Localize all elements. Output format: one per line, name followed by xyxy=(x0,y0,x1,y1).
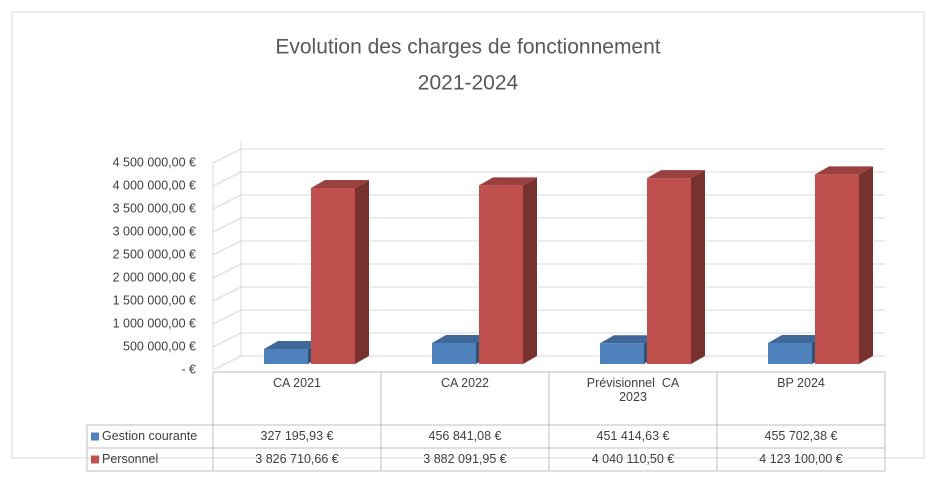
data-label: 455 702,38 € xyxy=(765,429,838,443)
grid-line xyxy=(212,148,242,164)
data-label: 3 882 091,95 € xyxy=(423,452,506,466)
grid-line xyxy=(212,263,242,279)
bar-top xyxy=(647,170,705,179)
bar-front xyxy=(479,185,523,364)
bar-side xyxy=(523,177,537,364)
bar-top xyxy=(815,166,873,175)
y-tick-label: 1 000 000,00 € xyxy=(113,316,196,330)
data-label: 456 841,08 € xyxy=(429,429,502,443)
data-label: 4 123 100,00 € xyxy=(759,452,842,466)
y-tick-label: 3 000 000,00 € xyxy=(113,224,196,238)
bar xyxy=(311,179,369,364)
grid-line xyxy=(212,240,242,256)
bar xyxy=(815,166,873,364)
bar xyxy=(479,177,537,364)
y-tick-label: 4 500 000,00 € xyxy=(113,155,196,169)
x-tick-label-box: Prévisionnel CA 2023 xyxy=(586,376,683,404)
chart-frame xyxy=(11,11,925,459)
grid-line xyxy=(212,171,242,187)
y-tick-label: 1 500 000,00 € xyxy=(113,293,196,307)
data-label: 327 195,93 € xyxy=(261,429,334,443)
bar-front xyxy=(768,343,812,364)
grid-line xyxy=(212,332,242,348)
grid-line xyxy=(212,217,242,233)
y-tick-label: 2 000 000,00 € xyxy=(113,270,196,284)
grid-line xyxy=(212,355,242,371)
grid-line xyxy=(212,286,242,302)
bar-side xyxy=(355,179,369,364)
grid-line xyxy=(212,194,242,210)
x-tick-label-box: CA 2021 xyxy=(273,376,321,390)
data-label: 3 826 710,66 € xyxy=(255,452,338,466)
bar-front xyxy=(647,178,691,364)
bar-top xyxy=(768,335,826,344)
bar-front xyxy=(600,343,644,364)
legend-key xyxy=(91,432,99,441)
x-tick-label: CA 2022 xyxy=(441,376,489,390)
bar-top xyxy=(264,340,322,349)
x-tick-label-box: BP 2024 xyxy=(777,376,825,390)
x-tick-label-box: CA 2022 xyxy=(441,376,489,390)
bar-front xyxy=(815,174,859,364)
bar-front xyxy=(432,342,476,364)
legend-label: Gestion courante xyxy=(102,429,197,443)
bar-top xyxy=(479,177,537,186)
bar-front xyxy=(264,348,308,364)
chart-subtitle: 2021-2024 xyxy=(418,72,519,95)
y-tick-label: 500 000,00 € xyxy=(123,339,196,353)
bar-side xyxy=(859,166,873,364)
x-tick-label: Prévisionnel CA 2023 xyxy=(586,376,683,404)
bar-front xyxy=(311,187,355,364)
bar xyxy=(647,170,705,364)
data-label: 4 040 110,50 € xyxy=(592,452,675,466)
legend-key xyxy=(91,455,99,464)
chart-title: Evolution des charges de fonctionnement xyxy=(275,36,660,59)
y-tick-label: 4 000 000,00 € xyxy=(113,178,196,192)
bar-top xyxy=(600,335,658,344)
y-tick-label: - € xyxy=(181,362,196,376)
legend-label: Personnel xyxy=(102,452,158,466)
x-tick-label: CA 2021 xyxy=(273,376,321,390)
grid-line xyxy=(212,309,242,325)
y-tick-label: 2 500 000,00 € xyxy=(113,247,196,261)
bar-top xyxy=(432,334,490,343)
data-label: 451 414,63 € xyxy=(597,429,670,443)
x-tick-label: BP 2024 xyxy=(777,376,825,390)
bar-side xyxy=(691,170,705,364)
bar-top xyxy=(311,179,369,188)
y-tick-label: 3 500 000,00 € xyxy=(113,201,196,215)
